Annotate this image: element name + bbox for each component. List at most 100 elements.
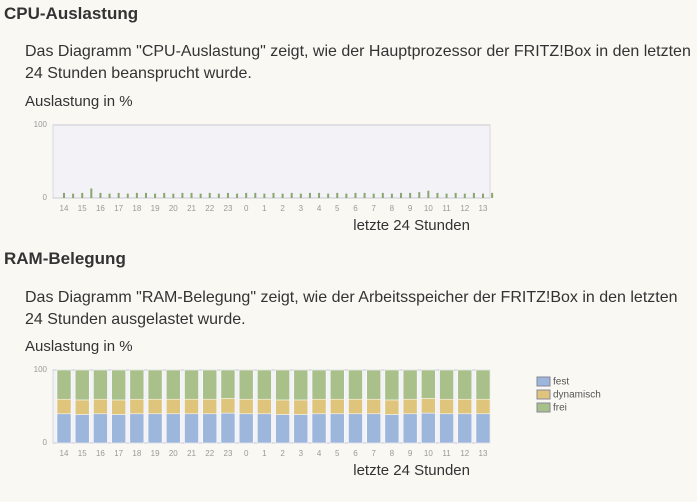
bar [126, 193, 129, 198]
x-axis-label: letzte 24 Stunden [353, 217, 470, 233]
bar-segment [74, 369, 90, 401]
legend-swatch [536, 389, 551, 400]
bar-segment [348, 369, 363, 400]
x-tick-label: 15 [78, 204, 87, 213]
bar-segment [129, 369, 145, 400]
bar-segment [147, 369, 163, 400]
bar [472, 192, 475, 198]
bar-segment [166, 398, 181, 415]
bar-segment [457, 369, 473, 400]
bar-segment [475, 398, 491, 415]
x-tick-label: 7 [371, 204, 376, 213]
bar-segment [293, 399, 309, 415]
x-tick-label: 6 [353, 449, 358, 458]
bar-segment [202, 413, 217, 444]
bar-segment [421, 398, 436, 414]
bar-segment [184, 413, 199, 444]
bar [154, 193, 157, 198]
x-tick-label: 1 [262, 449, 267, 458]
bar-segment [111, 414, 126, 444]
x-tick-label: 16 [96, 449, 105, 458]
x-axis-label: letzte 24 Stunden [353, 462, 470, 478]
x-tick-label: 6 [353, 204, 358, 213]
bar-segment [293, 369, 309, 401]
bar [345, 193, 348, 198]
bar-segment [56, 413, 72, 444]
x-tick-label: 19 [151, 204, 160, 213]
x-tick-label: 4 [317, 204, 322, 213]
bar-segment [220, 369, 236, 399]
bar-segment [384, 369, 400, 401]
x-tick-label: 22 [205, 204, 214, 213]
legend-swatch [536, 376, 551, 387]
x-tick-label: 10 [424, 204, 433, 213]
bar [208, 192, 211, 198]
x-tick-label: 0 [244, 449, 249, 458]
x-tick-label: 21 [187, 449, 196, 458]
bar [254, 192, 257, 198]
bar [135, 192, 138, 198]
legend-swatch [536, 402, 551, 413]
bar-segment [402, 398, 418, 415]
bar-segment [220, 398, 236, 414]
bar [117, 192, 120, 198]
bar-segment [457, 413, 473, 444]
bar [463, 193, 466, 198]
bar-segment [257, 369, 272, 400]
x-tick-label: 23 [224, 449, 233, 458]
bar-segment [202, 369, 217, 400]
bar [263, 193, 266, 198]
bar-segment [166, 369, 181, 400]
x-tick-label: 15 [78, 449, 87, 458]
bar-segment [257, 398, 272, 415]
bar-segment [366, 398, 381, 415]
bar-segment [56, 398, 72, 415]
bar-segment [330, 398, 345, 415]
legend-label: fest [553, 377, 569, 388]
x-tick-label: 10 [424, 449, 433, 458]
bar [108, 193, 111, 198]
x-tick-label: 4 [317, 449, 322, 458]
x-tick-label: 20 [169, 204, 178, 213]
plot-area [52, 124, 491, 199]
x-tick-label: 17 [114, 204, 123, 213]
bar-segment [74, 399, 90, 415]
bar [445, 193, 448, 198]
x-tick-label: 11 [442, 449, 451, 458]
x-tick-label: 9 [408, 204, 413, 213]
legend-label: frei [553, 403, 567, 414]
bar-segment [366, 413, 381, 444]
bar-segment [330, 369, 345, 400]
bar [454, 192, 457, 198]
bar-segment [330, 413, 345, 444]
bar-segment [384, 414, 400, 444]
bar [336, 192, 339, 198]
bar [245, 192, 248, 198]
bar [427, 190, 430, 198]
bar [400, 192, 403, 198]
bar-segment [475, 369, 491, 400]
y-tick-label: 100 [34, 120, 48, 129]
y-tick-label: 100 [34, 365, 48, 374]
y-tick-label: 0 [43, 193, 48, 202]
bar-segment [93, 398, 108, 415]
x-tick-label: 12 [460, 204, 469, 213]
bar-segment [439, 369, 454, 400]
bar-segment [257, 413, 272, 444]
bar-segment [311, 369, 327, 400]
bar-segment [129, 413, 145, 444]
x-tick-label: 3 [299, 204, 304, 213]
bar [308, 192, 311, 198]
bar-segment [421, 412, 436, 444]
x-tick-label: 14 [60, 449, 69, 458]
y-axis-label: Auslastung in % [25, 338, 133, 355]
bar [372, 193, 375, 198]
bar [482, 193, 484, 198]
bar-segment [366, 369, 381, 400]
legend-label: dynamisch [553, 390, 601, 401]
bar-segment [111, 369, 126, 401]
bar [199, 193, 202, 198]
bar-segment [56, 369, 72, 400]
bar-segment [184, 398, 199, 415]
bar [491, 192, 494, 198]
